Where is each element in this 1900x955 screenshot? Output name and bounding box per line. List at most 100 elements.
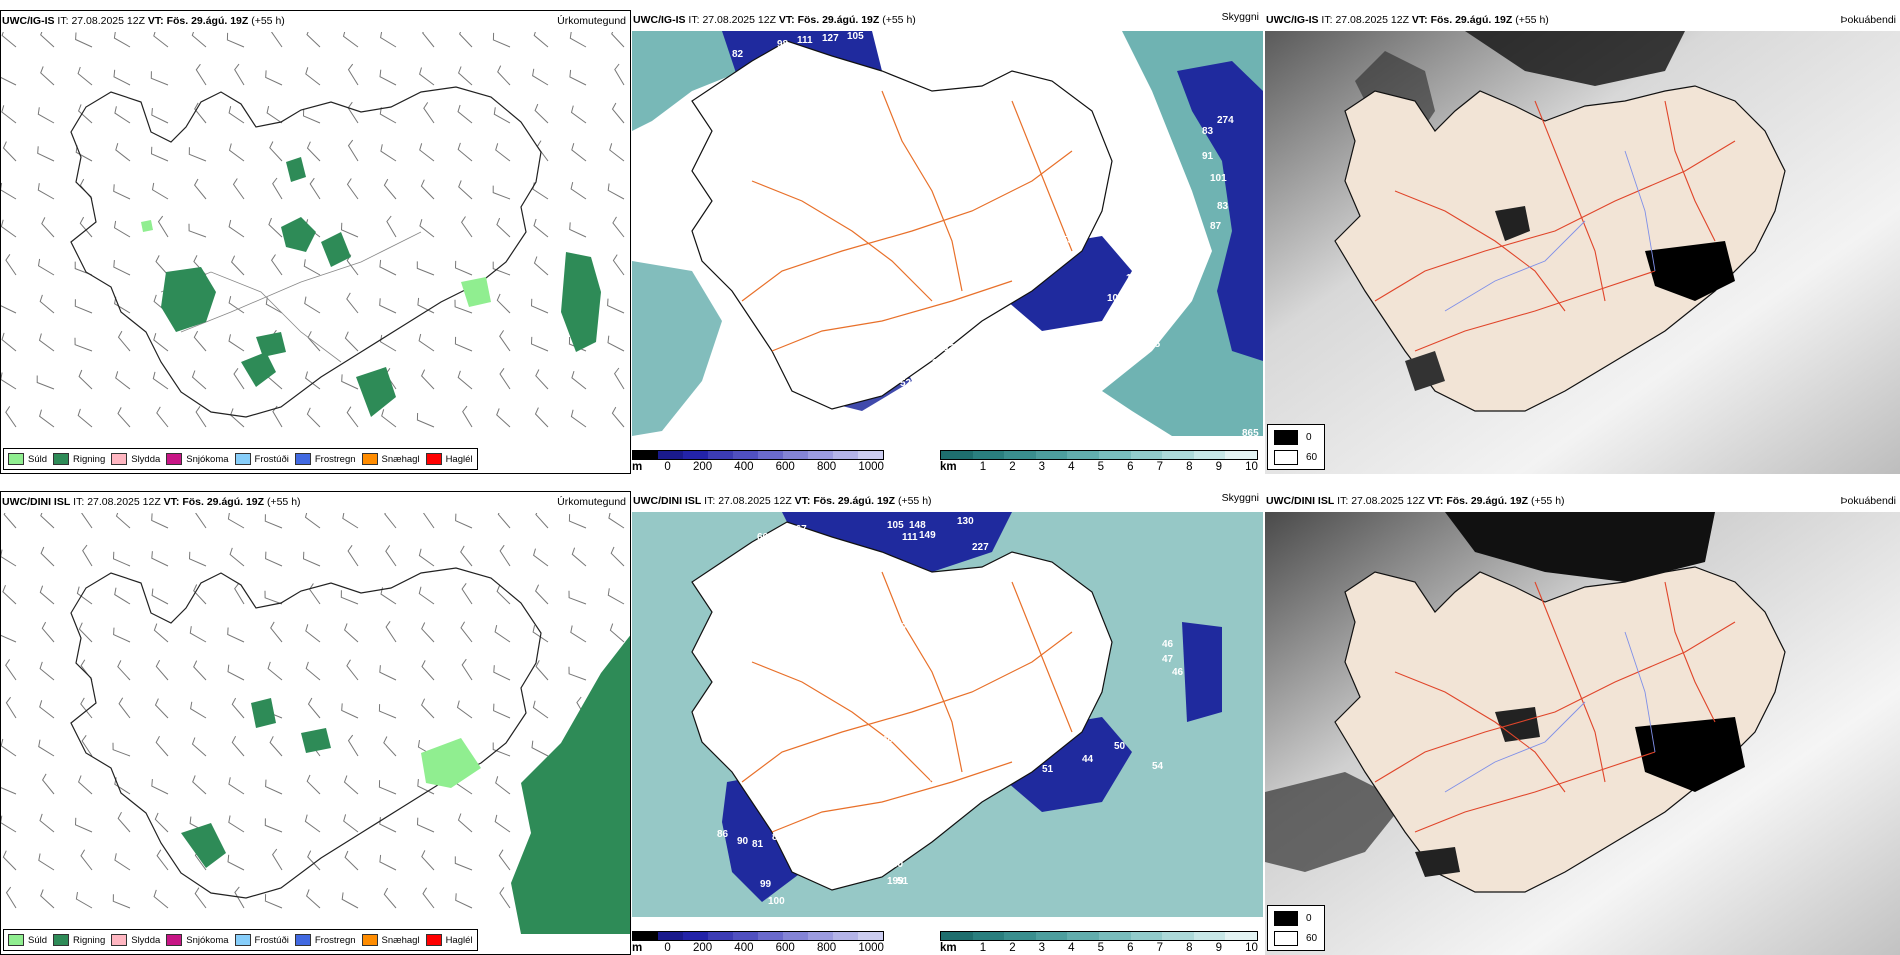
colorbar-segment [658,932,683,940]
wind-barb [379,259,397,276]
wind-barb [457,370,473,390]
legend-swatch [8,453,24,465]
fog-index-panel-dini: UWC/DINI ISL IT: 27.08.2025 12Z VT: Fös.… [1265,491,1900,955]
legend-item: Frostúði [234,934,289,946]
wind-barb [347,734,359,757]
wind-barb [156,406,169,428]
visibility-value-label: 58 [784,846,796,857]
wind-barb [231,697,245,719]
wind-barb [74,299,93,314]
wind-barb [454,260,473,276]
wind-barb [188,551,207,567]
wind-barb [535,660,549,681]
wind-barb [113,220,131,238]
wind-barb [385,621,397,643]
visibility-value-label: 85 [787,916,799,917]
wind-barb [379,665,397,681]
wind-barb [194,887,207,909]
wind-barb [81,513,93,529]
panel-header: UWC/IG-IS IT: 27.08.2025 12Z VT: Fös. 29… [633,14,916,26]
fog-legend-high: 0 [1306,913,1312,924]
wind-barb [497,513,511,529]
cbar-tick: 3 [1038,942,1046,954]
wind-barb [234,582,245,605]
cbar-tick: 5 [1097,942,1105,954]
colorbar-segment [972,451,1005,459]
visibility-colorbar: km 1 2 3 4 5 6 7 8 9 10 [940,450,1258,474]
visibility-panel-igis: UWC/IG-IS IT: 27.08.2025 12Z VT: Fös. 29… [632,10,1263,474]
wind-barb [195,406,207,428]
wind-barb [378,704,397,719]
wind-barb [609,143,625,162]
wind-barb [380,32,397,48]
cbar-tick: 600 [775,942,795,954]
visibility-value-label: 101 [1210,173,1227,184]
wind-barb [347,545,359,567]
wind-barb [78,775,93,795]
colorbar-segment [858,932,883,940]
visibility-value-label: 101 [1092,83,1109,94]
wind-barb [115,143,131,162]
wind-barb [423,102,435,124]
precip-type-panel-dini: UWC/DINI ISL IT: 27.08.2025 12Z VT: Fös.… [0,491,631,955]
wind-barb [231,255,245,276]
wind-barb [113,260,131,276]
wind-barb [77,408,93,428]
wind-barb [188,147,207,162]
wind-barb [568,590,587,605]
wind-barb [228,815,245,833]
visibility-value-label: 47 [1162,654,1174,665]
wind-barb [342,32,359,48]
visibility-value-label: 105 [887,520,904,531]
wind-barb [422,887,435,909]
panel-field-name: Þokuábendi [1840,14,1896,26]
wind-barb [346,178,359,200]
visibility-value-label: 120 [767,410,784,421]
cbar-unit: km [940,942,957,954]
cbar-unit: m [632,942,643,954]
wind-barb [305,661,321,681]
visibility-value-label: 76 [764,549,776,560]
panel-header: UWC/DINI ISL IT: 27.08.2025 12Z VT: Fös.… [1266,495,1565,507]
visibility-value-label: 66 [792,576,804,587]
legend-item: Frostregn [294,934,356,946]
wind-barb [150,146,169,162]
cbar-unit: km [940,461,957,473]
wind-barb [1,32,17,48]
wind-barb [271,32,283,48]
cbar-unit: m [632,461,643,473]
wind-barb [342,513,359,529]
wind-barb [419,143,435,162]
visibility-value-label: 92 [1072,63,1084,74]
precip-map [1,513,630,934]
wind-barb [303,259,321,276]
visibility-value-label: 86 [1042,98,1054,109]
visibility-value-label: 273 [1012,393,1029,404]
cbar-tick: 200 [692,461,713,473]
wind-barb [378,780,397,795]
cbar-tick: 200 [692,942,713,954]
legend-item: Slydda [111,453,160,465]
colorbar-segment [733,932,758,940]
wind-barb [569,32,587,48]
wind-barb [458,180,473,200]
wind-barb [268,217,283,238]
visibility-value-label: 54 [1152,761,1164,772]
wind-barb [570,409,587,428]
cbar-tick: 0 [664,461,671,473]
visibility-value-label: 83 [1017,55,1029,66]
wind-barb [307,697,321,719]
wind-barb [117,811,131,833]
wind-barb [341,374,359,390]
fog-legend-low: 60 [1306,933,1318,944]
panel-field-name: Skyggni [1221,11,1259,23]
wind-barb [36,375,55,390]
wind-barb [195,63,207,86]
panel-field-name: Skyggni [1221,492,1259,504]
visibility-value-label: 66 [1027,248,1039,259]
cbar-tick: 10 [1245,461,1258,473]
wind-barb [304,513,321,529]
legend-swatch [294,934,311,946]
wind-barb [1,549,17,567]
legend-item: Slydda [111,934,160,946]
